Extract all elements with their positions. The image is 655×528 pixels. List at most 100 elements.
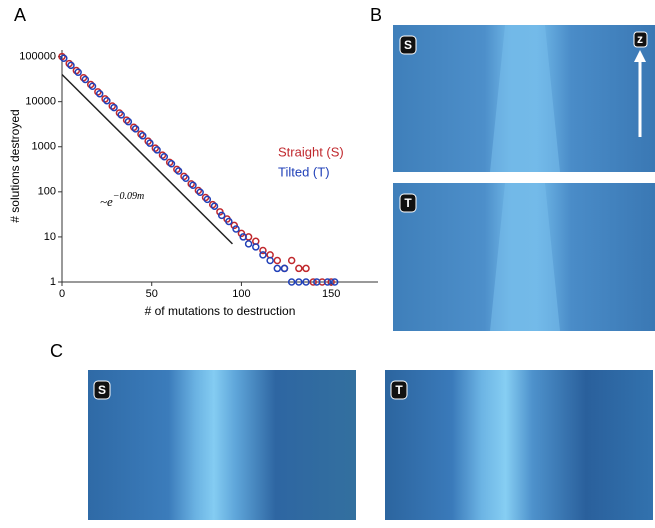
point [201, 193, 210, 202]
point [295, 278, 303, 286]
point [230, 221, 239, 230]
point [252, 243, 260, 251]
point [122, 116, 131, 124]
image-label: S [98, 383, 106, 397]
point [208, 200, 217, 209]
point [266, 256, 274, 265]
y-tick-label: 1000 [32, 141, 56, 153]
point [203, 195, 212, 204]
point [94, 88, 102, 96]
point [72, 66, 81, 75]
point [189, 181, 197, 189]
y-tick-label: 1 [50, 276, 56, 288]
point [74, 68, 82, 76]
point [153, 146, 161, 154]
panel-label: B [370, 5, 382, 25]
panel-label: A [14, 5, 26, 25]
point [124, 117, 133, 126]
fit-exponent: −0.09m [113, 191, 144, 202]
y-axis-label: # solutions destroyed [8, 109, 22, 222]
legend-entry: Straight (S) [278, 144, 344, 159]
point [287, 256, 296, 265]
point [160, 153, 169, 161]
x-tick-label: 150 [322, 288, 340, 300]
image-label: T [395, 383, 403, 397]
point [86, 80, 95, 89]
point [79, 73, 88, 82]
point [287, 278, 296, 286]
point [327, 278, 335, 286]
point [173, 165, 181, 174]
point [88, 82, 97, 90]
x-axis-label: # of mutations to destruction [145, 304, 296, 318]
point [144, 137, 152, 145]
point [103, 96, 111, 105]
point [146, 139, 154, 147]
point [65, 59, 73, 68]
panel-label: C [50, 341, 63, 361]
y-tick-label: 100 [38, 186, 56, 198]
point [115, 109, 124, 117]
point [323, 278, 332, 286]
point [302, 278, 310, 286]
point [273, 256, 282, 265]
point [302, 264, 310, 273]
point [131, 125, 140, 133]
point [130, 123, 138, 132]
point [244, 240, 253, 248]
point [182, 174, 190, 183]
point [95, 89, 104, 98]
point [259, 251, 267, 259]
image-b-top: S z [393, 25, 655, 172]
image-b-bottom: T [393, 183, 655, 331]
y-tick-label: 10000 [25, 96, 56, 108]
image-c-right: T [385, 370, 653, 520]
axis-label: z [637, 32, 643, 46]
image-c-left: S [88, 370, 356, 520]
point [81, 75, 90, 84]
point [158, 151, 167, 159]
point [232, 225, 240, 233]
fit-annotation: ~e−0.09m [100, 191, 144, 209]
x-tick-label: 50 [146, 288, 158, 300]
point [217, 211, 226, 220]
point [60, 54, 68, 62]
image-label: T [404, 196, 412, 210]
x-tick-label: 0 [59, 288, 65, 300]
point [67, 61, 75, 70]
point [194, 186, 203, 195]
point [313, 278, 321, 286]
point [58, 52, 66, 61]
fit-line [61, 73, 233, 245]
point [110, 103, 118, 112]
point [138, 132, 147, 140]
point [210, 202, 219, 210]
point [237, 229, 246, 238]
point [216, 208, 224, 216]
y-tick-label: 10 [44, 231, 56, 243]
point [280, 264, 289, 273]
point [174, 167, 183, 175]
point [330, 278, 339, 286]
chart: # solutions destroyed # of mutations to … [8, 50, 378, 318]
point [259, 246, 267, 255]
y-tick-label: 100000 [19, 50, 56, 62]
point [295, 264, 303, 273]
fit-base: ~e [100, 194, 113, 209]
point [151, 144, 160, 152]
point [101, 95, 109, 103]
point [239, 233, 247, 241]
point [137, 130, 145, 138]
point [309, 278, 317, 286]
x-tick-label: 100 [232, 288, 250, 300]
point [273, 264, 282, 273]
point [180, 172, 188, 181]
point [117, 111, 125, 119]
point [196, 188, 204, 196]
legend-entry: Tilted (T) [278, 164, 330, 179]
image-label: S [404, 38, 412, 52]
point [167, 159, 176, 168]
point [225, 217, 233, 226]
point [108, 102, 116, 110]
